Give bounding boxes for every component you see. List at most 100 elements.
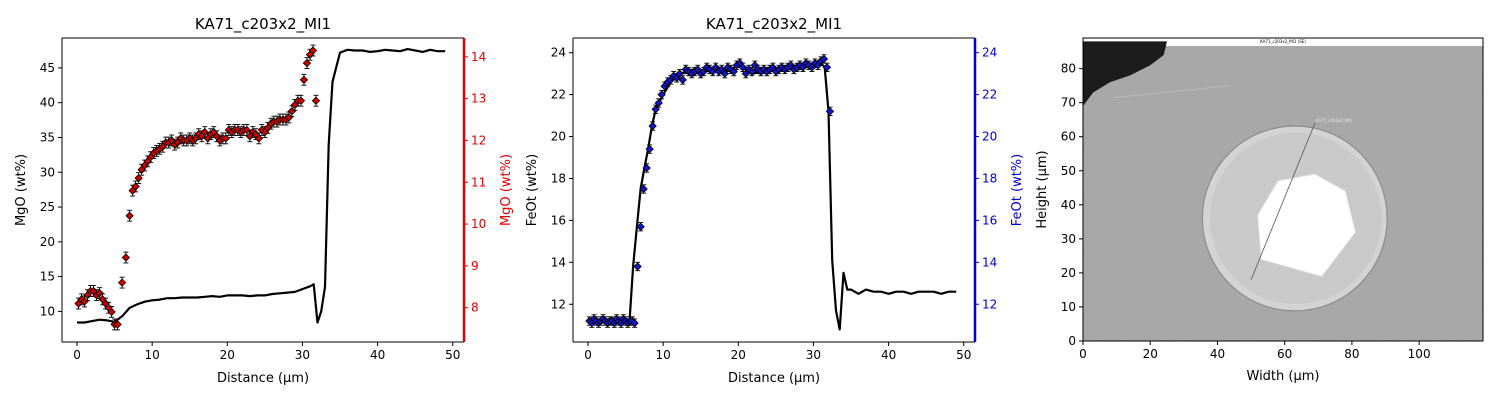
data-point — [131, 182, 140, 191]
y-tick-label: 45 — [40, 61, 55, 75]
x-tick-label: 20 — [220, 348, 235, 362]
scratch — [1113, 85, 1231, 99]
y-tick-label: 30 — [1061, 232, 1076, 246]
y-right-tick-label: 10 — [471, 217, 486, 231]
data-point — [117, 278, 127, 287]
y-tick-label: 10 — [40, 304, 55, 318]
data-point — [95, 288, 104, 298]
y-tick-label: 15 — [40, 270, 55, 284]
data-point — [642, 163, 651, 173]
y-tick-label: 12 — [551, 297, 566, 311]
data-point — [675, 69, 684, 78]
data-point — [633, 262, 642, 271]
y-tick-label: 70 — [1061, 96, 1076, 110]
image-header — [1083, 38, 1483, 46]
x-tick-label: 20 — [1143, 347, 1158, 361]
y-tick-label: 25 — [40, 200, 55, 214]
image-header-label: KA71_c203x2_MI1 (SE) — [1260, 39, 1306, 44]
y-tick-label: 10 — [1061, 300, 1076, 314]
y-tick-label: 18 — [551, 171, 566, 185]
y-right-tick-label: 12 — [471, 133, 486, 147]
y-tick-label: 50 — [1061, 164, 1076, 178]
data-point — [825, 107, 835, 116]
y-right-axis-label: MgO (wt%) — [499, 154, 514, 226]
x-tick-label: 30 — [806, 348, 821, 362]
data-point — [299, 75, 309, 84]
y-right-tick-label: 20 — [982, 130, 997, 144]
y-right-tick-label: 14 — [982, 255, 997, 269]
y-right-tick-label: 13 — [471, 92, 486, 106]
y-right-tick-label: 8 — [471, 301, 479, 315]
data-point — [654, 98, 663, 108]
y-tick-label: 20 — [551, 130, 566, 144]
x-axis-label: Distance (µm) — [728, 371, 820, 386]
y-right-tick-label: 22 — [982, 88, 997, 102]
data-point — [134, 173, 143, 183]
data-point — [636, 222, 645, 231]
y-tick-label: 14 — [551, 255, 566, 269]
data-point — [819, 54, 829, 64]
data-point — [221, 134, 230, 143]
y-tick-label: 80 — [1061, 62, 1076, 76]
data-point — [648, 121, 657, 131]
data-point — [311, 96, 321, 105]
melt-inclusion — [1257, 173, 1356, 277]
chart-3: KA71_c203x2_MI1 (SE) KA71_c203x2_MI1 0 20 40… — [1035, 37, 1484, 384]
x-axis-label: Width (µm) — [1247, 369, 1320, 384]
x-tick-label: 40 — [1210, 347, 1225, 361]
x-tick-label: 50 — [956, 348, 971, 362]
chart-title: KA71_c203x2_MI1 — [706, 15, 842, 34]
x-axis-label: Distance (µm) — [217, 371, 309, 386]
data-point — [639, 184, 648, 194]
data-point — [107, 307, 116, 317]
x-tick-label: 0 — [584, 348, 592, 362]
y-tick-label: 0 — [1068, 334, 1076, 348]
y-right-tick-label: 18 — [982, 171, 997, 185]
traverse-line — [1250, 122, 1316, 280]
chart-title: KA71_c203x2_MI1 — [195, 15, 331, 34]
y-right-tick-label: 11 — [471, 175, 486, 189]
y-axis-label: FeOt (wt%) — [525, 154, 540, 226]
data-point — [657, 90, 666, 99]
y-axis-label: MgO (wt%) — [14, 154, 29, 226]
y-right-tick-label: 9 — [471, 259, 479, 273]
y-right-tick-label: 16 — [982, 213, 997, 227]
y-axis-label: Height (µm) — [1035, 150, 1050, 228]
y-tick-label: 40 — [40, 96, 55, 110]
profile-line — [77, 47, 446, 324]
data-point — [287, 107, 297, 116]
y-tick-label: 16 — [551, 213, 566, 227]
x-tick-label: 30 — [295, 348, 310, 362]
traverse-label: KA71_c203x2_MI1 — [1316, 118, 1353, 123]
x-tick-label: 100 — [1408, 347, 1431, 361]
y-tick-label: 20 — [1061, 266, 1076, 280]
y-right-tick-label: 24 — [982, 46, 997, 60]
x-tick-label: 50 — [445, 348, 460, 362]
data-point — [308, 46, 318, 55]
x-tick-label: 10 — [656, 348, 671, 362]
y-tick-label: 35 — [40, 130, 55, 144]
errorbar-series — [74, 44, 321, 331]
data-point — [302, 58, 312, 68]
data-point — [113, 320, 122, 329]
y-right-tick-label: 12 — [982, 297, 997, 311]
x-tick-label: 0 — [73, 348, 81, 362]
data-point — [678, 75, 687, 85]
image-frame — [1082, 37, 1484, 342]
data-point — [242, 125, 252, 135]
y-tick-label: 20 — [40, 235, 55, 249]
y-tick-label: 24 — [551, 46, 566, 60]
errorbar-series — [585, 54, 835, 328]
data-point — [200, 127, 209, 137]
x-tick-label: 10 — [145, 348, 160, 362]
data-point — [630, 318, 639, 328]
data-point — [729, 67, 738, 76]
x-tick-label: 20 — [731, 348, 746, 362]
y-right-tick-label: 14 — [471, 50, 486, 64]
data-point — [747, 67, 756, 76]
profile-line — [588, 62, 957, 331]
x-tick-label: 60 — [1277, 347, 1292, 361]
y-tick-label: 40 — [1061, 198, 1076, 212]
